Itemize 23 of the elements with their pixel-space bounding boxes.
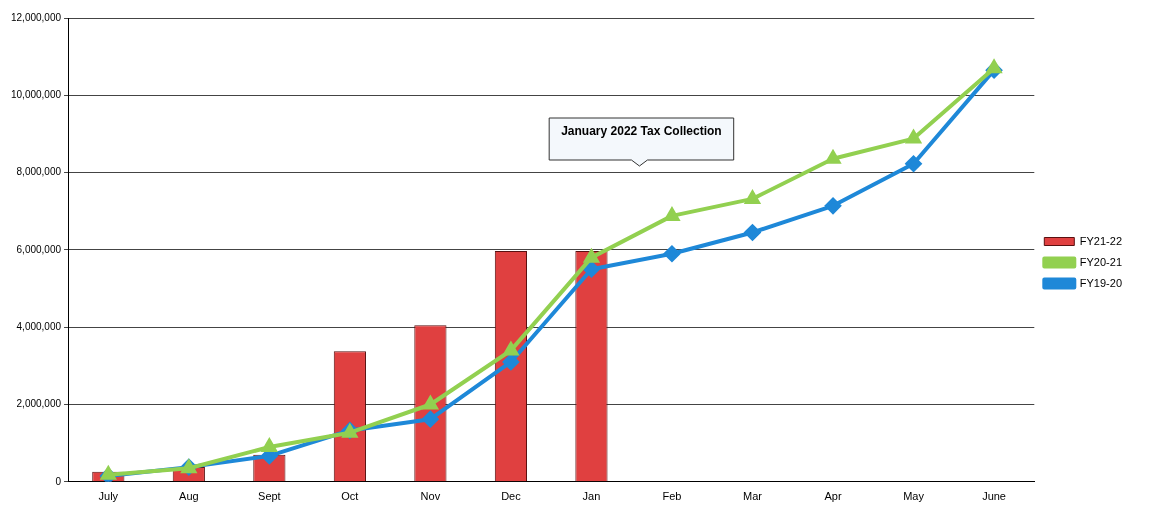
y-tick-label: 6,000,000	[16, 243, 62, 255]
y-tick-label: 10,000,000	[10, 89, 62, 101]
x-tick-label: Mar	[743, 490, 763, 503]
x-tick-label: July	[98, 490, 119, 503]
x-tick-label: Oct	[341, 490, 359, 503]
x-tick-label: Jan	[582, 490, 601, 503]
x-tick-label: Sept	[258, 490, 281, 503]
x-tick-label: May	[903, 490, 925, 503]
y-tick-label: 12,000,000	[10, 11, 62, 23]
x-tick-label: Dec	[501, 490, 522, 503]
y-tick-label: 4,000,000	[16, 320, 62, 332]
x-tick-label: Feb	[662, 490, 682, 503]
y-tick-label: 2,000,000	[16, 398, 62, 410]
annotation: January 2022 Tax Collection	[561, 124, 722, 139]
x-tick-label: Apr	[824, 490, 842, 503]
legend-label: FY19-20	[1079, 276, 1123, 289]
y-tick-label: 0	[55, 475, 62, 487]
x-tick-label: Nov	[420, 490, 441, 503]
x-tick-label: Aug	[179, 490, 199, 503]
x-tick-label: June	[982, 490, 1006, 503]
y-tick-label: 8,000,000	[16, 166, 62, 178]
legend-label: FY20-21	[1079, 255, 1123, 268]
legend-label: FY21-22	[1079, 234, 1123, 247]
